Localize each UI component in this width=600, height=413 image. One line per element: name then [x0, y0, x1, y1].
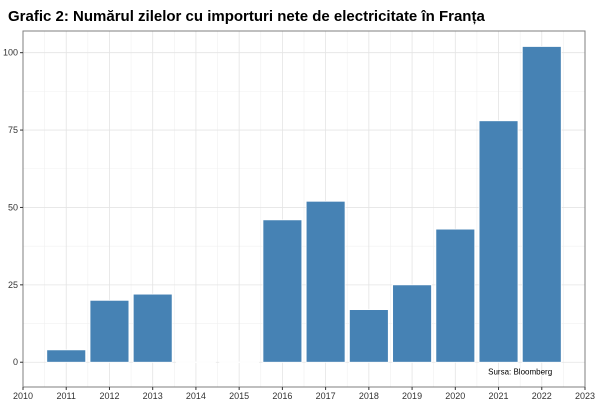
bar-2016	[262, 219, 303, 363]
y-tick-label: 50	[8, 202, 18, 212]
x-tick-label: 2010	[13, 391, 33, 401]
bar-2014	[176, 361, 216, 363]
x-tick-label: 2013	[143, 391, 163, 401]
x-tick-label: 2017	[316, 391, 336, 401]
bar-2019	[392, 284, 432, 363]
x-tick-label: 2012	[99, 391, 119, 401]
plot-border	[22, 30, 586, 388]
y-tick-label: 0	[13, 357, 18, 367]
chart-title: Grafic 2: Numărul zilelor cu importuri n…	[8, 8, 485, 25]
bar-2018	[348, 309, 389, 363]
bar-2015	[219, 361, 260, 363]
bar-2017	[305, 200, 346, 363]
bar-2011	[46, 349, 87, 363]
x-tick-label: 2022	[532, 391, 552, 401]
x-tick-label: 2011	[57, 391, 76, 401]
x-tick-label: 2019	[402, 391, 422, 401]
y-tick-label: 100	[3, 48, 18, 58]
bar-2012	[89, 299, 130, 363]
x-tick-label: 2018	[359, 391, 379, 401]
bar-2013	[132, 293, 173, 363]
x-tick-label: 2021	[489, 391, 509, 401]
x-tick-label: 2016	[272, 391, 292, 401]
y-tick-label: 25	[8, 280, 18, 290]
x-tick-label: 2015	[229, 391, 249, 401]
bar-2021	[478, 120, 519, 363]
x-tick-label: 2023	[575, 391, 595, 401]
bar-2020	[435, 228, 476, 363]
bar-2022	[521, 46, 562, 363]
x-tick-label: 2020	[445, 391, 465, 401]
y-tick-label: 75	[8, 125, 18, 135]
source-annotation: Sursa: Bloomberg	[488, 368, 552, 377]
x-tick-label: 2014	[186, 391, 206, 401]
